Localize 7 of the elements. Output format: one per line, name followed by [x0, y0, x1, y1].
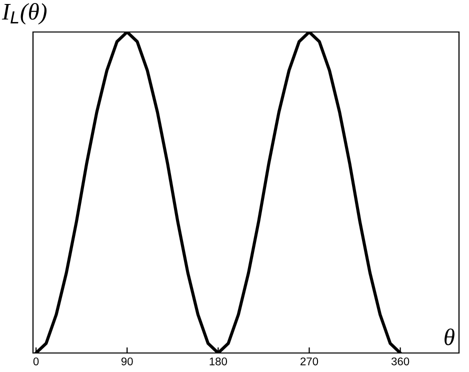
x-tick-label: 360 — [391, 357, 410, 366]
x-tick-label: 0 — [33, 357, 39, 366]
x-axis-title: θ — [444, 328, 454, 346]
x-tick-label: 180 — [210, 357, 228, 366]
y-axis-title: I$_{L}$(θ) — [2, 3, 47, 25]
x-tick-label: 90 — [121, 357, 133, 366]
x-tick-label: 270 — [300, 357, 318, 366]
